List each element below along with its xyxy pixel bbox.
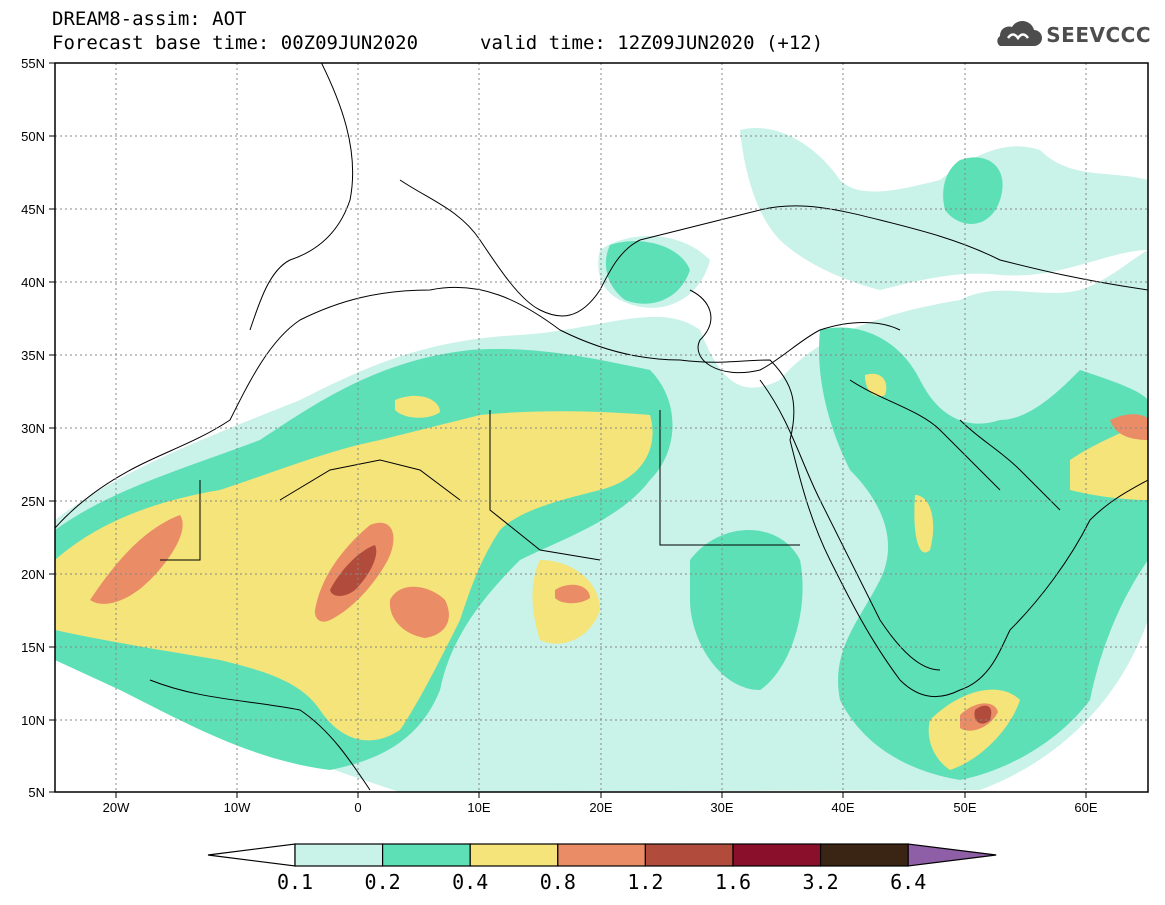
lat-label: 10N bbox=[21, 713, 45, 728]
lat-label: 25N bbox=[21, 494, 45, 509]
lat-label: 5N bbox=[28, 785, 45, 800]
colorbar-label: 0.2 bbox=[364, 870, 401, 894]
lon-label: 60E bbox=[1074, 800, 1097, 815]
colorbar-label: 3.2 bbox=[802, 870, 839, 894]
aot-field bbox=[55, 128, 1148, 792]
cloud-icon bbox=[997, 21, 1043, 46]
title-line-2: Forecast base time: 00Z09JUN2020 bbox=[52, 32, 419, 54]
lat-label: 40N bbox=[21, 275, 45, 290]
lat-label: 55N bbox=[21, 56, 45, 71]
lat-label: 45N bbox=[21, 202, 45, 217]
colorbar-swatch bbox=[644, 843, 734, 867]
lat-label: 50N bbox=[21, 129, 45, 144]
colorbar-swatch bbox=[819, 843, 909, 867]
colorbar-label: 6.4 bbox=[890, 870, 927, 894]
colorbar bbox=[207, 843, 997, 867]
colorbar-swatch bbox=[469, 843, 559, 867]
colorbar-swatch bbox=[382, 843, 471, 867]
lon-label: 20W bbox=[103, 800, 130, 815]
lon-label: 30E bbox=[710, 800, 733, 815]
title-line-1: DREAM8-assim: AOT bbox=[52, 8, 247, 30]
lat-label: 30N bbox=[21, 421, 45, 436]
coastlines bbox=[55, 63, 1148, 791]
colorbar-label: 1.6 bbox=[714, 870, 752, 894]
lon-label: 20E bbox=[589, 800, 612, 815]
lon-label: 10E bbox=[467, 800, 490, 815]
lon-label: 0 bbox=[354, 800, 361, 815]
colorbar-over-arrow bbox=[907, 843, 997, 867]
lat-label: 35N bbox=[21, 348, 45, 363]
lon-label: 40E bbox=[831, 800, 854, 815]
colorbar-swatch bbox=[732, 843, 822, 867]
title-line-3: valid time: 12Z09JUN2020 (+12) bbox=[480, 32, 824, 54]
lat-label: 15N bbox=[21, 640, 45, 655]
seevccc-logo: SEEVCCC bbox=[990, 20, 1151, 50]
colorbar-label: 0.4 bbox=[452, 870, 489, 894]
colorbar-under-arrow bbox=[207, 843, 296, 867]
lon-label: 10W bbox=[224, 800, 251, 815]
colorbar-swatch bbox=[294, 843, 384, 867]
colorbar-label: 0.1 bbox=[276, 870, 314, 894]
logo-text: SEEVCCC bbox=[1046, 23, 1151, 47]
lat-label: 20N bbox=[21, 567, 45, 582]
grid bbox=[55, 63, 1148, 792]
colorbar-swatch bbox=[557, 843, 646, 867]
lon-label: 50E bbox=[953, 800, 976, 815]
colorbar-label: 1.2 bbox=[627, 870, 664, 894]
colorbar-label: 0.8 bbox=[539, 870, 576, 894]
